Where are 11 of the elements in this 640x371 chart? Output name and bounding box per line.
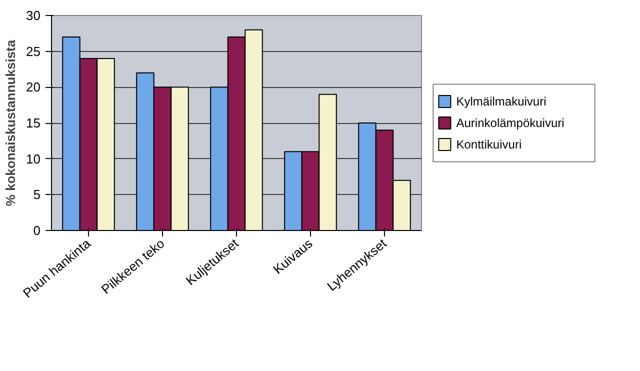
- legend-label: Kylmäilmakuivuri: [456, 94, 546, 108]
- legend-label: Konttikuivuri: [456, 138, 522, 152]
- y-tick-label: 5: [33, 187, 41, 202]
- y-tick-label: 0: [33, 223, 41, 238]
- y-tick-label: 25: [26, 44, 41, 59]
- y-axis-title: % kokonaiskustannuksista: [3, 39, 18, 206]
- y-tick-label: 10: [26, 151, 41, 166]
- y-tick-label: 30: [26, 8, 41, 23]
- y-tick-label: 15: [26, 116, 41, 130]
- y-tick-label: 20: [26, 80, 41, 95]
- legend-label: Aurinkolämpökuivuri: [456, 116, 564, 130]
